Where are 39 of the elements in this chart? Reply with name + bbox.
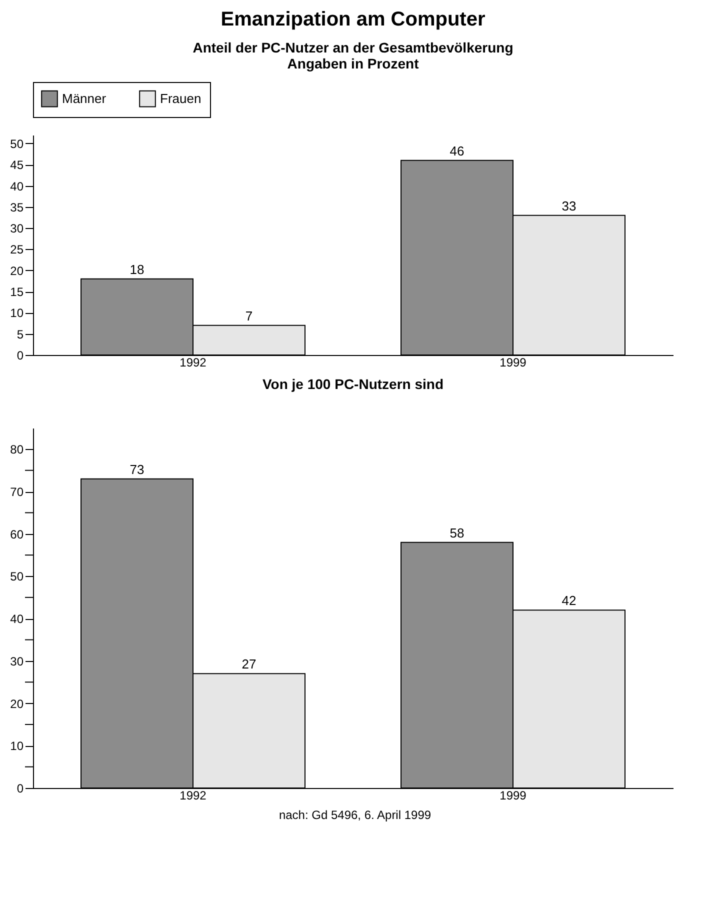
data-label: 42 (562, 593, 576, 608)
y-tick-label: 10 (10, 306, 24, 320)
y-tick-label: 5 (16, 327, 24, 342)
y-tick-label: 15 (10, 285, 24, 300)
data-label: 58 (450, 525, 464, 540)
y-tick-label: 70 (10, 485, 24, 500)
y-tick-label: 45 (10, 158, 24, 172)
y-tick-label: 0 (16, 782, 24, 796)
y-tick-label: 30 (10, 654, 24, 668)
y-tick-label: 50 (10, 570, 24, 584)
y-tick-label: 60 (10, 527, 24, 542)
chart-title: Von je 100 PC-Nutzern sind (262, 376, 444, 392)
data-label: 73 (130, 462, 144, 477)
text: nach: Gd 5496, 6. April 1999 (278, 808, 432, 822)
y-tick-label: 40 (10, 612, 24, 626)
y-tick-label: 25 (10, 242, 24, 257)
y-tick-label: 20 (10, 264, 24, 278)
x-tick-label: 1992 (180, 788, 207, 802)
data-label: 27 (242, 656, 256, 672)
chart-subtitle: Anteil der PC-Nutzer an der Gesamtbevölkerung (192, 40, 514, 56)
text: Angaben in Prozent (287, 56, 420, 72)
y-tick-label: 35 (10, 200, 24, 214)
data-label: 33 (562, 198, 576, 214)
y-tick-label: 20 (10, 696, 24, 711)
data-label: 18 (130, 262, 144, 277)
x-tick-label: 1999 (500, 788, 527, 802)
y-tick-label: 30 (10, 222, 24, 236)
chart-title: Emanzipation am Computer (220, 8, 486, 30)
y-tick-label: 50 (10, 136, 24, 151)
y-tick-label: 10 (10, 739, 24, 754)
y-tick-label: 0 (16, 348, 24, 362)
legend-label: Frauen (160, 90, 202, 106)
data-label: 46 (450, 143, 464, 158)
legend-label: Männer (62, 90, 107, 106)
x-tick-label: 1999 (500, 356, 527, 370)
data-label: 7 (245, 308, 253, 324)
y-tick-label: 80 (10, 442, 24, 457)
y-tick-label: 40 (10, 179, 24, 194)
x-tick-label: 1992 (180, 356, 207, 370)
